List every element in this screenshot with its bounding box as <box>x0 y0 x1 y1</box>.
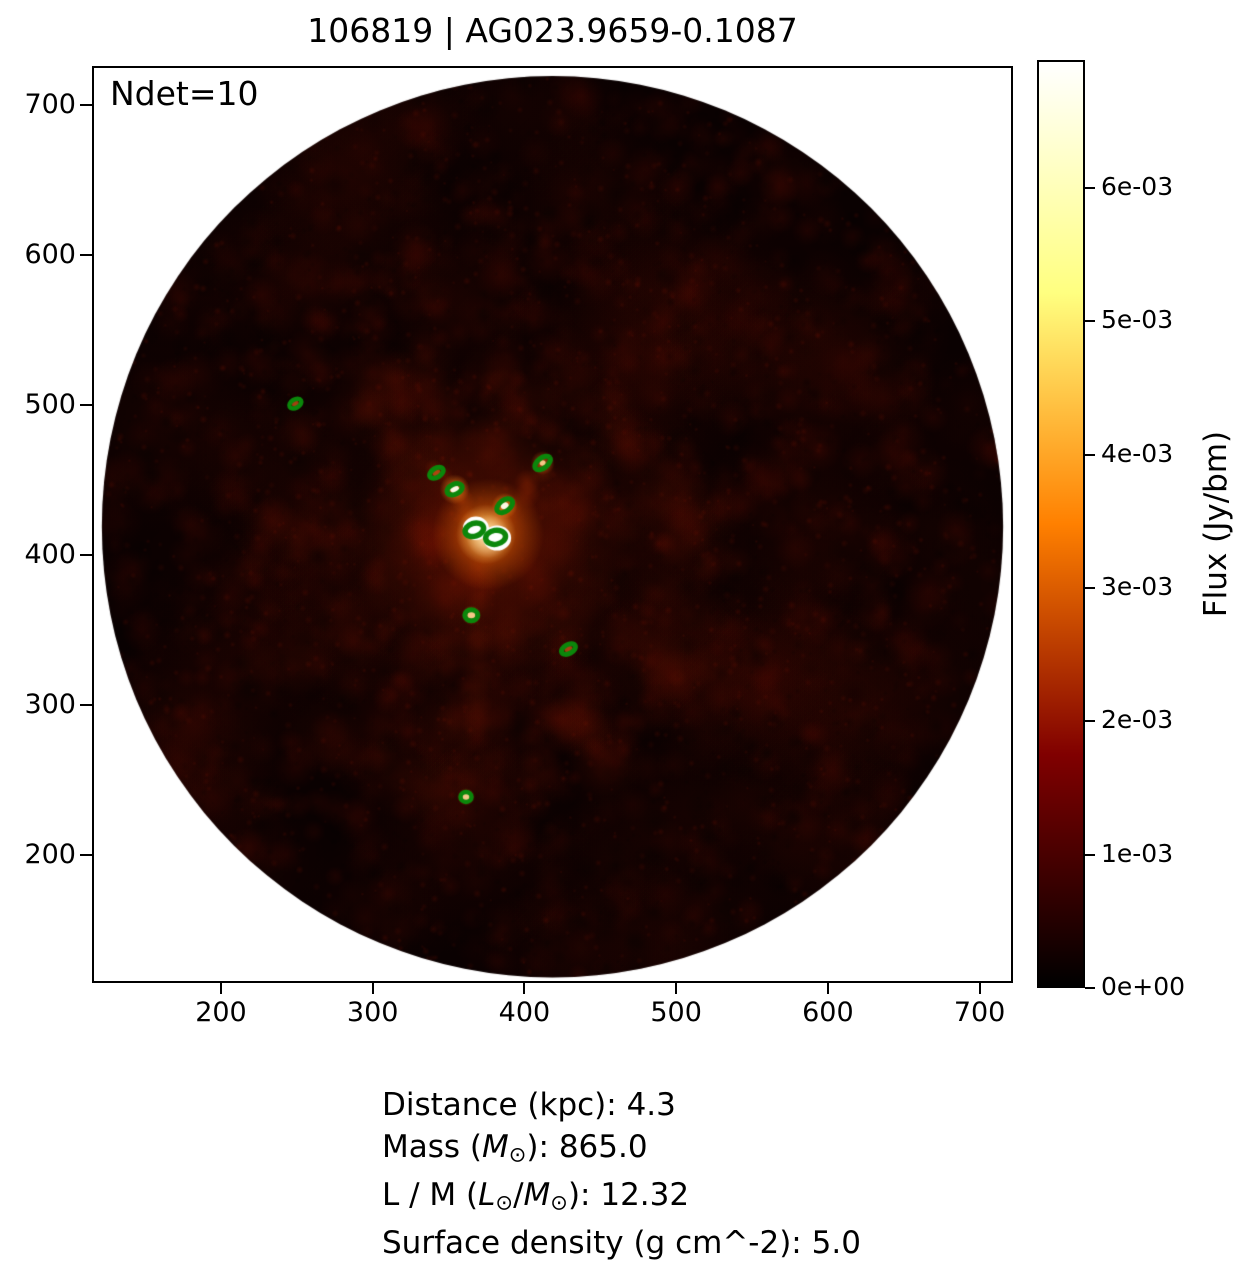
y-tick-label: 200 <box>24 839 76 871</box>
colorbar-gradient <box>1037 60 1085 988</box>
colorbar-tick-label: 4e-03 <box>1101 438 1174 468</box>
colorbar-tick-mark <box>1085 587 1095 589</box>
plot-title: 106819 | AG023.9659-0.1087 <box>307 11 798 50</box>
y-tick-label: 700 <box>24 89 76 121</box>
info-line: L / M (L⊙/M⊙): 12.32 <box>382 1176 690 1215</box>
colorbar-tick-label: 3e-03 <box>1101 572 1174 601</box>
info-line: Surface density (g cm^-2): 5.0 <box>382 1224 861 1261</box>
colorbar-tick-mark <box>1085 320 1095 323</box>
y-tick-mark <box>80 854 92 857</box>
colorbar-tick-mark <box>1085 853 1095 856</box>
x-tick-mark <box>371 983 374 994</box>
colorbar-tick-label: 1e-03 <box>1101 838 1174 868</box>
x-tick-label: 400 <box>498 997 551 1028</box>
y-tick-label: 300 <box>24 689 76 721</box>
x-tick-label: 600 <box>802 997 854 1028</box>
colorbar-tick-label: 0e+00 <box>1101 972 1186 1001</box>
y-tick-mark <box>80 704 92 707</box>
colorbar-tick-label: 6e-03 <box>1101 172 1174 201</box>
info-line: Distance (kpc): 4.3 <box>382 1087 676 1123</box>
x-tick-mark <box>523 983 526 994</box>
info-line: Mass (M⊙): 865.0 <box>382 1128 648 1167</box>
x-tick-mark <box>675 983 678 994</box>
colorbar-tick-mark <box>1085 720 1095 723</box>
y-tick-mark <box>80 254 92 257</box>
colorbar-tick-mark <box>1085 987 1095 989</box>
colorbar-tick-label: 5e-03 <box>1101 305 1174 335</box>
y-tick-label: 500 <box>24 389 76 421</box>
y-tick-label: 600 <box>24 239 76 271</box>
y-tick-mark <box>80 554 92 557</box>
x-tick-label: 500 <box>650 997 702 1028</box>
y-tick-mark <box>80 104 92 107</box>
x-tick-label: 200 <box>195 997 247 1028</box>
x-tick-label: 300 <box>346 997 399 1028</box>
ndet-annotation: Ndet=10 <box>110 74 259 113</box>
colorbar-axis-label: Flux (Jy/bm) <box>1198 430 1234 618</box>
colorbar-tick-mark <box>1085 453 1095 456</box>
x-tick-mark <box>826 983 829 994</box>
colorbar-tick-mark <box>1085 187 1095 189</box>
colorbar-tick-label: 2e-03 <box>1101 705 1174 735</box>
x-tick-mark <box>219 983 222 994</box>
x-tick-mark <box>978 983 981 994</box>
y-tick-mark <box>80 404 92 407</box>
source-info-block: Distance (kpc): 4.3 Mass (M⊙): 865.0 L / M… <box>382 1085 861 1264</box>
x-tick-label: 700 <box>953 997 1006 1028</box>
y-tick-label: 400 <box>24 539 76 571</box>
heatmap-image <box>92 66 1013 983</box>
